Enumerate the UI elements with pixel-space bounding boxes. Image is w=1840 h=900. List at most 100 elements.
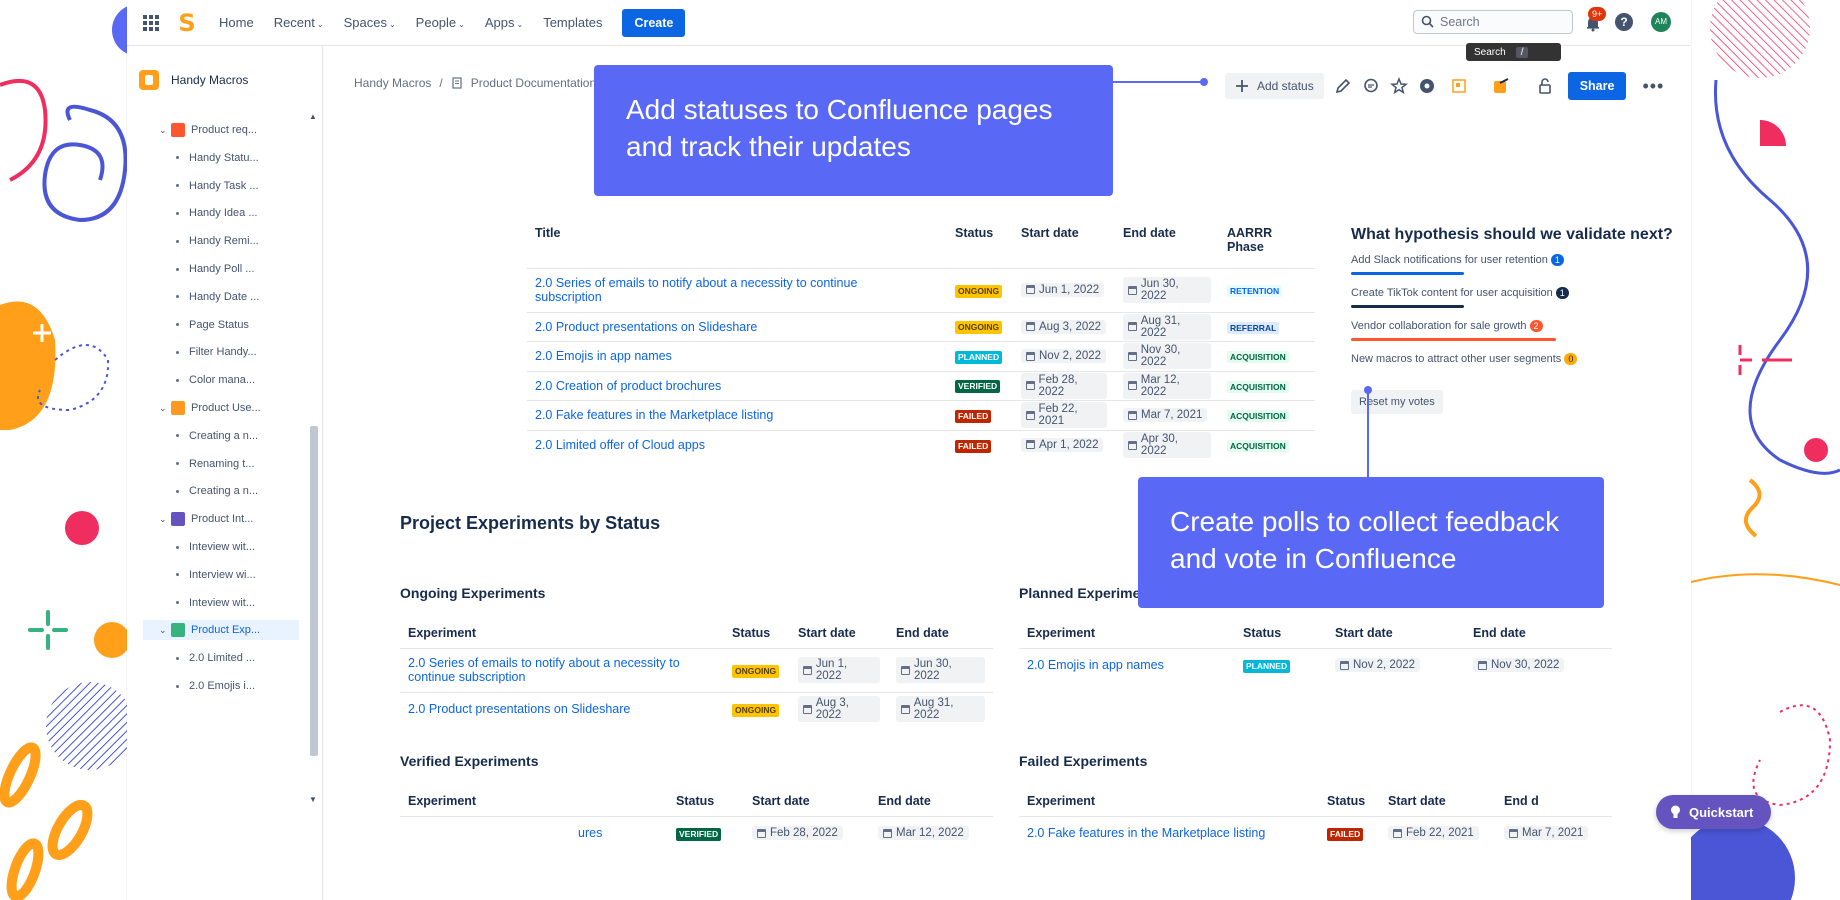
tree-child-item[interactable]: 2.0 Limited ... bbox=[176, 648, 255, 668]
status-lozenge[interactable]: ONGOING bbox=[732, 703, 780, 717]
date-lozenge[interactable]: Apr 30, 2022 bbox=[1123, 432, 1211, 458]
experiment-link[interactable]: 2.0 Creation of product brochures bbox=[535, 378, 722, 393]
nav-item-people[interactable]: People ⌄ bbox=[416, 15, 465, 30]
tree-child-item[interactable]: Handy Idea ... bbox=[176, 203, 258, 223]
tree-parent-item[interactable]: ⌄ Product Use... bbox=[159, 398, 261, 418]
date-lozenge[interactable]: Jun 1, 2022 bbox=[1021, 282, 1105, 297]
tree-child-item[interactable]: Renaming t... bbox=[176, 454, 254, 474]
comment-icon[interactable] bbox=[1362, 77, 1380, 95]
poll-option[interactable]: Add Slack notifications for user retenti… bbox=[1351, 254, 1691, 287]
tree-parent-item[interactable]: ⌄ Product Int... bbox=[159, 509, 253, 529]
breadcrumb-space-link[interactable]: Handy Macros bbox=[354, 76, 432, 90]
date-lozenge[interactable]: Nov 2, 2022 bbox=[1335, 658, 1421, 672]
date-lozenge[interactable]: Mar 12, 2022 bbox=[1123, 372, 1211, 399]
tree-child-item[interactable]: Handy Task ... bbox=[176, 176, 259, 196]
tree-child-item[interactable]: Creating a n... bbox=[176, 481, 258, 501]
status-lozenge[interactable]: FAILED bbox=[1327, 827, 1364, 841]
tree-child-item[interactable]: 2.0 Emojis i... bbox=[176, 676, 255, 696]
date-lozenge[interactable]: Aug 3, 2022 bbox=[798, 696, 880, 723]
experiment-link[interactable]: ures bbox=[578, 826, 603, 841]
scrollbar-thumb[interactable] bbox=[310, 426, 318, 756]
tree-child-item[interactable]: Handy Statu... bbox=[176, 148, 259, 168]
nav-item-home[interactable]: Home bbox=[219, 15, 254, 30]
date-lozenge[interactable]: Feb 28, 2022 bbox=[1021, 372, 1107, 399]
experiment-link[interactable]: 2.0 Emojis in app names bbox=[535, 349, 672, 364]
restrictions-lock-icon[interactable] bbox=[1536, 77, 1554, 95]
chevron-down-icon[interactable]: ⌄ bbox=[159, 513, 167, 524]
status-lozenge[interactable]: PLANNED bbox=[1243, 659, 1291, 673]
handy-macros-app-icon[interactable] bbox=[1492, 77, 1510, 95]
sidebar-scrollbar[interactable]: ▲ ▼ bbox=[308, 112, 318, 804]
status-lozenge[interactable]: VERIFIED bbox=[955, 380, 1001, 394]
experiment-link[interactable]: 2.0 Product presentations on Slideshare bbox=[408, 702, 631, 717]
status-lozenge[interactable]: VERIFIED bbox=[676, 827, 722, 841]
experiment-link[interactable]: 2.0 Product presentations on Slideshare bbox=[535, 319, 758, 334]
date-lozenge[interactable]: Aug 31, 2022 bbox=[896, 696, 985, 723]
date-lozenge[interactable]: Mar 12, 2022 bbox=[878, 826, 969, 840]
poll-option[interactable]: New macros to attract other user segment… bbox=[1351, 353, 1691, 386]
chevron-down-icon[interactable]: ⌄ bbox=[159, 402, 167, 413]
nav-item-spaces[interactable]: Spaces ⌄ bbox=[344, 15, 396, 30]
experiment-link[interactable]: 2.0 Fake features in the Marketplace lis… bbox=[1027, 826, 1266, 841]
status-lozenge[interactable]: FAILED bbox=[955, 409, 992, 423]
tree-child-item[interactable]: Handy Poll ... bbox=[176, 259, 254, 279]
experiment-link[interactable]: subscription bbox=[535, 290, 602, 304]
date-lozenge[interactable]: Feb 22, 2021 bbox=[1021, 402, 1107, 429]
experiment-link[interactable]: 2.0 Limited offer of Cloud apps bbox=[535, 438, 706, 452]
star-icon[interactable] bbox=[1389, 77, 1408, 95]
chevron-down-icon[interactable]: ⌄ bbox=[159, 624, 167, 635]
edit-pencil-icon[interactable] bbox=[1334, 77, 1352, 95]
more-actions-icon[interactable]: ••• bbox=[1642, 75, 1665, 96]
experiment-link[interactable]: 2.0 Series of emails to notify about a n… bbox=[535, 276, 858, 290]
tree-child-item[interactable]: Filter Handy... bbox=[176, 342, 257, 362]
date-lozenge[interactable]: Jun 30, 2022 bbox=[1123, 277, 1211, 303]
reset-votes-button[interactable]: Reset my votes bbox=[1351, 390, 1443, 414]
help-icon[interactable]: ? bbox=[1615, 13, 1633, 31]
tree-child-item[interactable]: Inteview wit... bbox=[176, 537, 255, 557]
watch-eye-icon[interactable] bbox=[1418, 77, 1436, 95]
date-lozenge[interactable]: Mar 7, 2021 bbox=[1504, 826, 1589, 840]
date-lozenge[interactable]: Mar 7, 2021 bbox=[1123, 408, 1208, 422]
tree-child-item[interactable]: Interview wi... bbox=[176, 565, 256, 585]
app-switcher-icon[interactable] bbox=[141, 13, 161, 33]
experiment-link[interactable]: 2.0 Series of emails to notify about a n… bbox=[408, 656, 680, 670]
status-lozenge[interactable]: FAILED bbox=[955, 439, 992, 453]
date-lozenge[interactable]: Feb 28, 2022 bbox=[752, 826, 843, 840]
add-status-button[interactable]: Add status bbox=[1225, 73, 1324, 99]
date-lozenge[interactable]: Jun 1, 2022 bbox=[798, 657, 880, 683]
status-lozenge[interactable]: ONGOING bbox=[732, 664, 780, 678]
date-lozenge[interactable]: Feb 22, 2021 bbox=[1388, 826, 1479, 840]
tree-parent-item[interactable]: ⌄ Product req... bbox=[159, 120, 257, 140]
nav-item-recent[interactable]: Recent ⌄ bbox=[274, 15, 324, 30]
date-lozenge[interactable]: Apr 1, 2022 bbox=[1021, 437, 1104, 452]
user-avatar[interactable]: AM bbox=[1651, 12, 1671, 32]
share-button[interactable]: Share bbox=[1567, 72, 1627, 100]
poll-option[interactable]: Vendor collaboration for sale growth 2 bbox=[1351, 320, 1691, 353]
app-macro-icon[interactable] bbox=[1450, 77, 1468, 95]
status-lozenge[interactable]: ONGOING bbox=[955, 321, 1003, 335]
tree-child-item[interactable]: Creating a n... bbox=[176, 426, 258, 446]
date-lozenge[interactable]: Aug 3, 2022 bbox=[1021, 319, 1107, 334]
tree-child-item[interactable]: Page Status bbox=[176, 315, 249, 335]
date-lozenge[interactable]: Jun 30, 2022 bbox=[896, 657, 985, 683]
date-lozenge[interactable]: Nov 2, 2022 bbox=[1021, 349, 1107, 363]
nav-item-templates[interactable]: Templates bbox=[543, 15, 602, 30]
status-lozenge[interactable]: ONGOING bbox=[955, 284, 1003, 298]
status-lozenge[interactable]: PLANNED bbox=[955, 350, 1003, 364]
chevron-down-icon[interactable]: ⌄ bbox=[159, 124, 167, 135]
create-button[interactable]: Create bbox=[622, 8, 686, 37]
date-lozenge[interactable]: Aug 31, 2022 bbox=[1123, 313, 1211, 340]
tree-child-item[interactable]: Color mana... bbox=[176, 370, 255, 390]
poll-option[interactable]: Create TikTok content for user acquisiti… bbox=[1351, 287, 1691, 320]
experiment-link[interactable]: 2.0 Fake features in the Marketplace lis… bbox=[535, 408, 774, 423]
scroll-up-arrow-icon[interactable]: ▲ bbox=[309, 112, 317, 121]
quickstart-button[interactable]: Quickstart bbox=[1656, 795, 1772, 829]
experiment-link[interactable]: 2.0 Emojis in app names bbox=[1027, 658, 1164, 673]
search-input[interactable]: Search bbox=[1413, 10, 1573, 34]
breadcrumb-page-link[interactable]: Product Documentation bbox=[470, 76, 597, 90]
tree-child-item[interactable]: Handy Date ... bbox=[176, 287, 259, 307]
date-lozenge[interactable]: Nov 30, 2022 bbox=[1123, 343, 1211, 370]
scroll-down-arrow-icon[interactable]: ▼ bbox=[309, 795, 317, 804]
date-lozenge[interactable]: Nov 30, 2022 bbox=[1473, 658, 1565, 672]
tree-child-item[interactable]: Inteview wit... bbox=[176, 593, 255, 613]
